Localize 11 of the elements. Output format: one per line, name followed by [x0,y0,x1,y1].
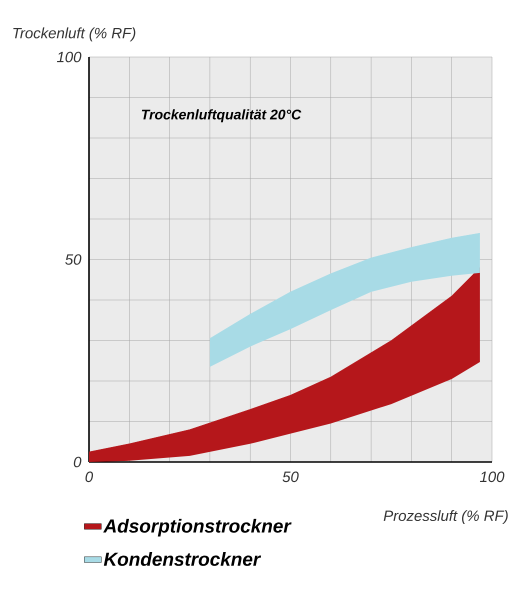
text: Trockenluftqualität 20°C [142,109,302,122]
y-tick-label: 50 [65,254,82,265]
legend-label: Adsorptionstrockner [103,518,292,536]
x-axis-title: Prozessluft (% RF) [384,510,508,524]
y-tick-label: 100 [56,52,82,62]
x-tick-label: 100 [480,472,504,482]
x-tick-label: 0 [86,472,94,482]
y-axis-title: Trockenluft (% RF) [13,27,136,42]
x-tick-label: 50 [282,472,299,482]
legend-label: Kondenstrockner [104,552,262,566]
y-tick-label: 0 [74,456,82,468]
